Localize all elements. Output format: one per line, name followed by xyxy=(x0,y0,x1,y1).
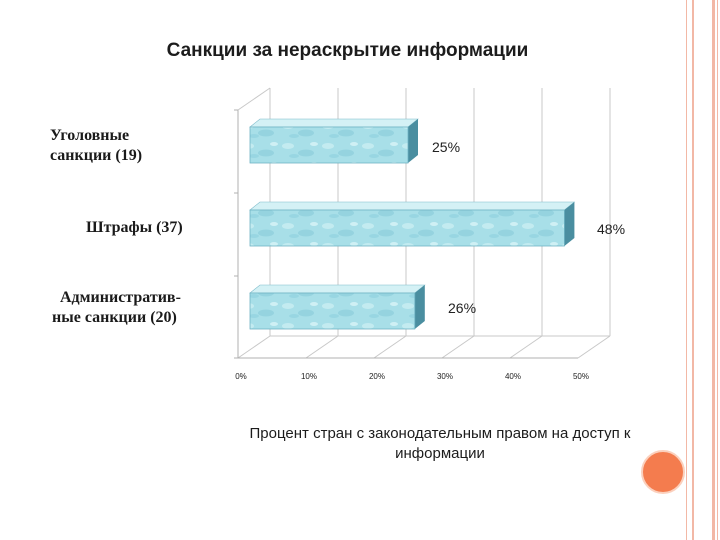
bar-side xyxy=(564,202,575,246)
decorative-circle xyxy=(641,450,685,494)
bar xyxy=(249,209,565,247)
x-tick-label: 10% xyxy=(301,372,317,381)
floor-gridline xyxy=(305,335,339,359)
wall-edge xyxy=(237,87,271,111)
category-label: ные санкции (20) xyxy=(52,309,177,326)
x-tick-label: 20% xyxy=(369,372,385,381)
x-tick-label: 0% xyxy=(235,372,247,381)
border-line xyxy=(686,0,687,540)
bar-top xyxy=(249,284,426,294)
bar-side xyxy=(414,285,425,329)
bar-top xyxy=(249,118,419,128)
border-line xyxy=(692,0,694,540)
x-axis-title: Процент стран с законодательным правом н… xyxy=(249,425,631,462)
x-tick-label: 30% xyxy=(437,372,453,381)
value-label: 48% xyxy=(597,221,625,237)
category-label: Административ- xyxy=(60,289,181,306)
bar xyxy=(249,292,416,330)
border-line xyxy=(712,0,715,540)
floor-gridline xyxy=(373,335,407,359)
x-tick-label: 40% xyxy=(505,372,521,381)
bar-side xyxy=(408,119,418,163)
floor-gridline xyxy=(577,335,611,359)
floor-gridline xyxy=(237,335,271,359)
value-label: 26% xyxy=(448,300,476,316)
x-tick-label: 50% xyxy=(573,372,589,381)
category-label: Уголовные xyxy=(50,127,129,144)
floor-gridline xyxy=(509,335,543,359)
border-line xyxy=(717,0,718,540)
floor-gridline xyxy=(441,335,475,359)
chart-title: Санкции за нераскрытие информации xyxy=(166,40,529,61)
bar xyxy=(249,126,409,164)
bar-top xyxy=(249,201,576,211)
category-label: санкции (19) xyxy=(50,147,142,164)
category-label: Штрафы (37) xyxy=(86,219,183,236)
value-label: 25% xyxy=(432,139,460,155)
